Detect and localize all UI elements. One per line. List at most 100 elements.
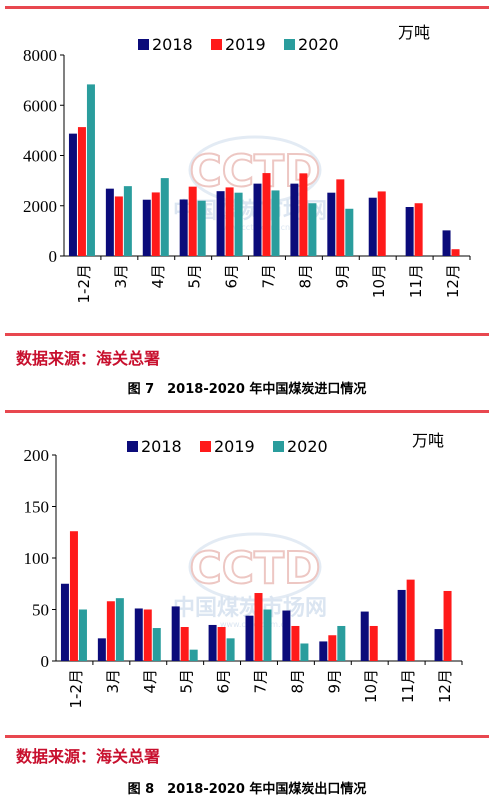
bar-2018-7 — [290, 183, 299, 256]
figure-caption-2: 图 8 2018-2020 年中国煤炭出口情况 — [127, 782, 367, 797]
x-tick-label: 3月 — [104, 669, 122, 694]
bar-2019-11 — [451, 249, 460, 256]
bar-2019-3 — [151, 192, 160, 256]
y-tick-label: 4000 — [23, 147, 57, 166]
watermark: CCTD中国煤炭市场网www.cctd.com.cn — [173, 532, 327, 629]
legend-swatch-2019 — [211, 39, 222, 50]
bar-2020-7 — [300, 643, 309, 661]
bar-2018-7 — [282, 610, 291, 661]
bar-2020-3 — [160, 178, 169, 256]
x-tick-label: 5月 — [178, 669, 196, 694]
x-tick-label: 7月 — [252, 669, 270, 694]
bar-2020-7 — [308, 203, 317, 256]
bar-2018-11 — [442, 230, 451, 256]
bar-2018-3 — [142, 199, 151, 256]
bar-2018-4 — [179, 199, 188, 256]
bar-2019-1 — [77, 127, 86, 256]
bar-2018-1 — [68, 133, 77, 256]
bar-2018-8 — [319, 641, 328, 661]
bar-2019-2 — [106, 601, 115, 661]
bar-2018-9 — [368, 197, 377, 256]
bar-2020-8 — [337, 625, 346, 661]
unit-label: 万吨 — [398, 23, 430, 42]
x-tick-label: 5月 — [186, 264, 204, 289]
bar-2019-7 — [299, 173, 308, 256]
legend-swatch-2018 — [138, 39, 149, 50]
x-tick-label: 6月 — [223, 264, 241, 289]
bar-2019-1 — [69, 531, 78, 661]
bar-2020-1 — [86, 84, 95, 257]
watermark-logo: CCTD — [189, 543, 320, 594]
bar-2018-1 — [60, 583, 69, 661]
bar-2019-9 — [369, 625, 378, 661]
bottom-rule-1 — [5, 333, 489, 336]
bar-2018-6 — [253, 183, 262, 256]
bar-2018-9 — [360, 611, 369, 661]
bar-2020-2 — [123, 186, 132, 256]
bar-2019-8 — [328, 635, 337, 661]
top-rule-1 — [5, 6, 489, 9]
x-tick-label: 9月 — [325, 669, 343, 694]
bar-2020-6 — [263, 609, 272, 661]
bar-2020-3 — [152, 628, 161, 661]
y-tick-label: 8000 — [23, 46, 57, 65]
x-tick-label: 3月 — [112, 264, 130, 289]
bar-2020-2 — [115, 598, 124, 661]
x-tick-label: 4月 — [149, 264, 167, 289]
bar-2019-8 — [336, 179, 345, 256]
bottom-rule-2 — [5, 735, 489, 738]
x-tick-label: 1-2月 — [75, 264, 93, 304]
bar-2018-2 — [97, 638, 106, 661]
bar-2018-5 — [208, 624, 217, 661]
unit-label: 万吨 — [412, 431, 444, 450]
x-tick-label: 11月 — [407, 264, 425, 298]
legend-label-2018: 2018 — [141, 437, 182, 456]
legend-swatch-2020 — [273, 441, 284, 452]
legend-label-2018: 2018 — [152, 35, 193, 54]
bar-2019-10 — [414, 203, 423, 256]
y-tick-label: 150 — [24, 498, 50, 517]
bar-2018-5 — [216, 191, 225, 256]
x-tick-label: 10月 — [370, 264, 388, 298]
bar-2019-6 — [262, 173, 271, 256]
x-tick-label: 7月 — [260, 264, 278, 289]
bar-2020-4 — [197, 200, 206, 256]
x-tick-label: 12月 — [436, 669, 454, 703]
x-tick-label: 4月 — [141, 669, 159, 694]
x-tick-label: 8月 — [296, 264, 314, 289]
y-tick-label: 100 — [24, 549, 50, 568]
bar-2019-5 — [225, 187, 234, 256]
x-tick-label: 8月 — [288, 669, 306, 694]
bar-2018-2 — [105, 188, 114, 256]
bar-2019-3 — [143, 609, 152, 661]
bar-2019-9 — [377, 191, 386, 256]
top-rule-2 — [5, 410, 489, 413]
import-bar-chart: CCTD中国煤炭市场网www.cctd.com.cn02000400060008… — [23, 23, 471, 304]
x-tick-label: 10月 — [362, 669, 380, 703]
y-tick-label: 2000 — [23, 197, 57, 216]
legend-swatch-2020 — [284, 39, 295, 50]
bar-2018-4 — [171, 606, 180, 661]
bar-2018-8 — [327, 192, 336, 256]
bar-2018-10 — [405, 207, 414, 256]
legend-swatch-2018 — [127, 441, 138, 452]
y-tick-label: 0 — [41, 652, 50, 671]
x-tick-label: 1-2月 — [67, 669, 85, 709]
bar-2020-5 — [226, 638, 235, 661]
x-tick-label: 11月 — [399, 669, 417, 703]
bar-2020-6 — [271, 190, 280, 256]
y-tick-label: 0 — [49, 247, 58, 266]
bar-2019-10 — [406, 579, 415, 661]
bar-2018-6 — [245, 615, 254, 661]
bar-2019-6 — [254, 593, 263, 661]
y-tick-label: 200 — [24, 446, 50, 465]
legend-label-2020: 2020 — [298, 35, 339, 54]
bar-2019-7 — [291, 625, 300, 661]
source-note-2: 数据来源：海关总署 — [16, 747, 161, 766]
legend-swatch-2019 — [200, 441, 211, 452]
x-tick-label: 12月 — [444, 264, 462, 298]
bar-2018-11 — [434, 629, 443, 661]
y-tick-label: 6000 — [23, 96, 57, 115]
bar-2020-5 — [234, 192, 243, 256]
bar-2019-5 — [217, 627, 226, 661]
